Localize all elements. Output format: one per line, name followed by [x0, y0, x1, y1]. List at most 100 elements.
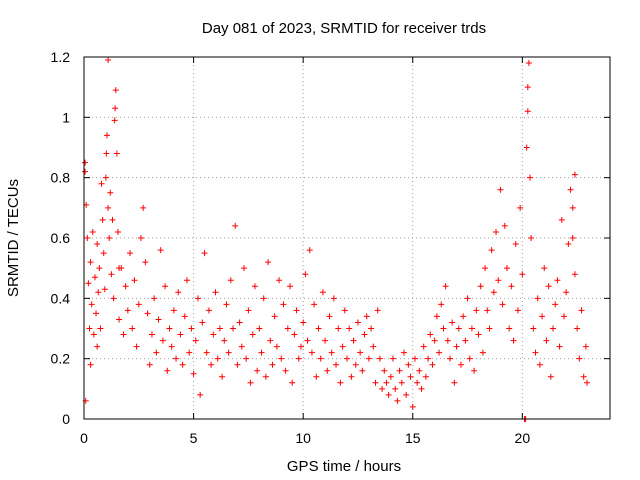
data-point [284, 325, 291, 332]
data-point [295, 355, 302, 362]
data-point [271, 313, 278, 320]
data-point [569, 235, 576, 241]
data-point [361, 331, 368, 338]
data-point [94, 241, 101, 248]
data-point [210, 331, 217, 338]
x-axis-label: GPS time / hours [287, 458, 401, 475]
data-point [153, 349, 160, 356]
data-point [181, 313, 188, 320]
data-point [503, 265, 510, 272]
data-point [98, 180, 105, 187]
y-tick-label: 0 [62, 411, 70, 427]
data-point [451, 379, 458, 386]
data-point [493, 228, 500, 235]
data-point [317, 355, 324, 362]
data-point [571, 171, 578, 178]
data-point [302, 271, 309, 278]
data-point [311, 301, 318, 308]
data-point [495, 277, 502, 284]
data-point [238, 343, 245, 350]
data-point [112, 87, 119, 94]
data-point [208, 361, 215, 368]
data-point [488, 247, 495, 254]
data-point [313, 373, 320, 380]
data-point [558, 216, 565, 223]
data-point [106, 235, 113, 241]
data-point [583, 379, 590, 386]
data-point [486, 325, 493, 332]
grid-lines [84, 57, 610, 419]
data-point [468, 325, 475, 332]
data-point [133, 343, 140, 350]
data-point [91, 274, 98, 281]
data-point [113, 150, 120, 157]
data-point [400, 349, 407, 356]
y-axis-label: SRMTID / TECUs [5, 179, 22, 297]
data-point [499, 301, 506, 308]
data-point [108, 271, 115, 278]
data-point [162, 283, 169, 290]
data-point [251, 283, 258, 290]
x-tick-label: 5 [190, 430, 198, 446]
data-point [473, 307, 480, 314]
data-point [392, 385, 399, 392]
data-point [157, 247, 164, 254]
data-point [398, 379, 405, 386]
data-point [212, 289, 219, 296]
data-point [420, 343, 427, 350]
data-point [131, 277, 138, 284]
data-point [111, 117, 118, 124]
data-point [363, 313, 370, 320]
data-point [519, 271, 526, 278]
y-tick-label: 1.2 [51, 49, 71, 65]
data-point [293, 307, 300, 314]
data-points [82, 57, 590, 422]
data-point [560, 313, 567, 320]
data-point [175, 289, 182, 296]
data-point [532, 349, 539, 356]
data-point [541, 265, 548, 272]
data-point [370, 343, 377, 350]
data-point [188, 325, 195, 332]
data-point [88, 301, 95, 308]
data-point [416, 367, 423, 374]
data-point [457, 361, 464, 368]
data-point [262, 373, 269, 380]
data-point [267, 337, 274, 344]
data-point [221, 337, 228, 344]
data-point [306, 247, 313, 254]
data-point [567, 186, 574, 193]
data-point [565, 241, 572, 248]
data-point [184, 277, 191, 284]
data-point [578, 307, 585, 314]
data-point [168, 343, 175, 350]
data-point [278, 355, 285, 362]
data-point [249, 331, 256, 338]
data-point [142, 259, 149, 266]
data-point [89, 228, 96, 235]
data-point [269, 361, 276, 368]
data-point [96, 265, 103, 272]
x-tick-label: 15 [405, 430, 421, 446]
data-point [563, 289, 570, 296]
data-point [455, 325, 462, 332]
data-point [300, 319, 307, 326]
data-point [173, 355, 180, 362]
data-point [205, 307, 212, 314]
data-point [403, 391, 410, 398]
data-point [528, 235, 535, 241]
data-point [359, 367, 366, 374]
data-point [414, 379, 421, 386]
data-point [348, 373, 355, 380]
data-point [582, 343, 589, 350]
data-point [322, 337, 329, 344]
data-point [243, 355, 250, 362]
data-point [447, 355, 454, 362]
data-point [203, 349, 210, 356]
data-point [129, 325, 136, 332]
data-point [135, 301, 142, 308]
data-point [258, 349, 265, 356]
data-point [442, 283, 449, 290]
data-point [411, 355, 418, 362]
